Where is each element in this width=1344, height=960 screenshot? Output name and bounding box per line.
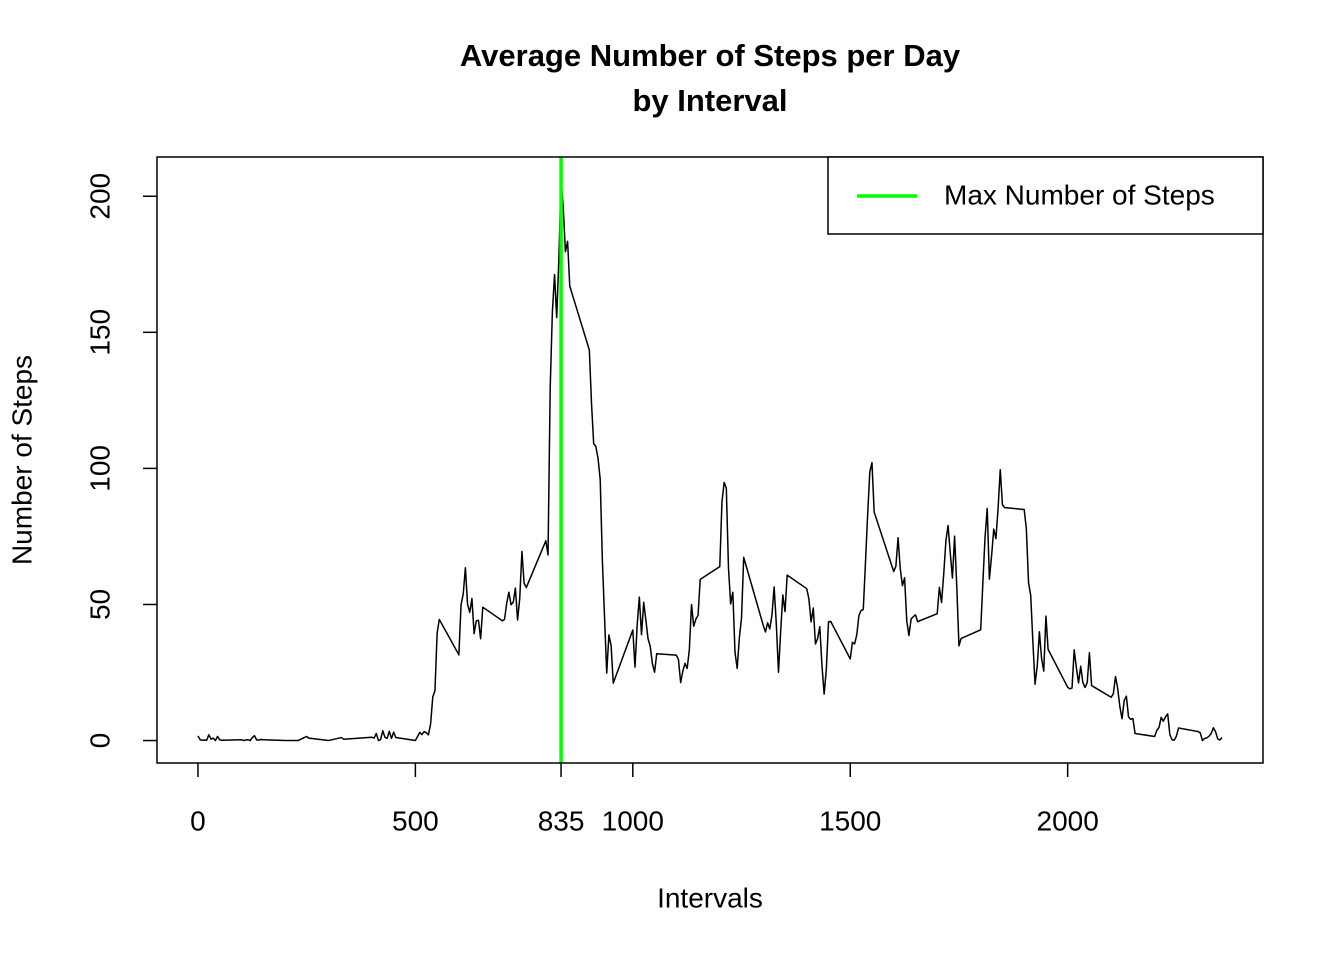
legend-label: Max Number of Steps: [944, 179, 1215, 210]
data-line: [197, 178, 1223, 742]
x-tick-label: 0: [190, 805, 206, 836]
plot-frame: [156, 156, 1264, 764]
y-axis-label: Number of Steps: [6, 355, 37, 565]
chart-title: by Interval: [632, 83, 787, 118]
x-axis-label: Intervals: [657, 882, 763, 913]
y-tick-label: 150: [84, 309, 115, 356]
x-tick-label: 500: [392, 805, 439, 836]
x-tick-label: 1500: [819, 805, 881, 836]
x-tick-label: 835: [538, 805, 585, 836]
legend: Max Number of Steps: [827, 156, 1264, 235]
y-tick-label: 0: [84, 733, 115, 749]
x-tick-label: 2000: [1037, 805, 1099, 836]
y-tick-label: 50: [84, 589, 115, 620]
y-tick-label: 200: [84, 173, 115, 220]
chart-title: Average Number of Steps per Day: [460, 38, 961, 73]
y-tick-label: 100: [84, 445, 115, 492]
x-tick-label: 1000: [602, 805, 664, 836]
